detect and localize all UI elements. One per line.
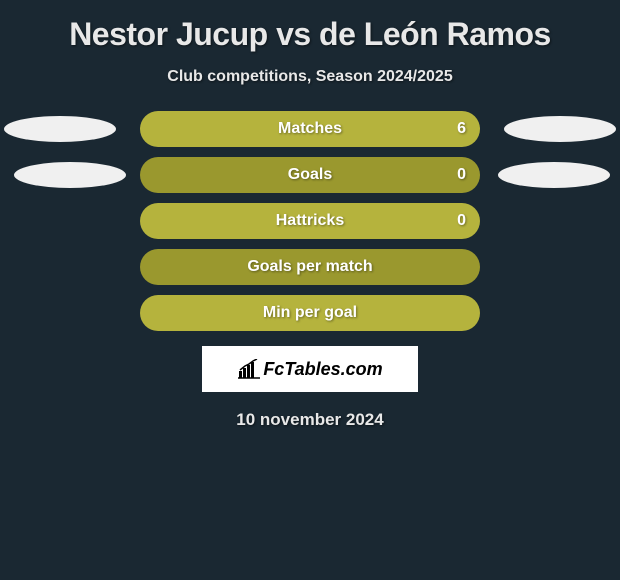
logo-box: FcTables.com bbox=[202, 346, 418, 392]
player-ellipse-right bbox=[504, 116, 616, 142]
stat-row: Goals per match bbox=[0, 244, 620, 290]
stat-label: Matches bbox=[278, 120, 342, 138]
stat-row: Min per goal bbox=[0, 290, 620, 336]
stats-region: Matches 6 Goals 0 Hattricks 0 Goals per match M… bbox=[0, 106, 620, 336]
stat-row: Matches 6 bbox=[0, 106, 620, 152]
date-text: 10 november 2024 bbox=[236, 392, 383, 430]
stat-pill: Min per goal bbox=[140, 295, 480, 331]
stat-value: 0 bbox=[457, 212, 466, 230]
page-title: Nestor Jucup vs de León Ramos bbox=[59, 10, 561, 58]
player-ellipse-left bbox=[14, 162, 126, 188]
logo-text: FcTables.com bbox=[263, 359, 382, 380]
chart-bars-icon bbox=[237, 359, 261, 379]
stat-pill: Hattricks 0 bbox=[140, 203, 480, 239]
stat-pill: Matches 6 bbox=[140, 111, 480, 147]
stat-value: 0 bbox=[457, 166, 466, 184]
stat-label: Hattricks bbox=[276, 212, 344, 230]
subtitle: Club competitions, Season 2024/2025 bbox=[167, 58, 452, 106]
stat-label: Goals per match bbox=[247, 258, 372, 276]
stat-label: Min per goal bbox=[263, 304, 357, 322]
stat-row: Hattricks 0 bbox=[0, 198, 620, 244]
comparison-container: Nestor Jucup vs de León Ramos Club compe… bbox=[0, 0, 620, 440]
stat-value: 6 bbox=[457, 120, 466, 138]
player-ellipse-left bbox=[4, 116, 116, 142]
stat-pill: Goals per match bbox=[140, 249, 480, 285]
stat-row: Goals 0 bbox=[0, 152, 620, 198]
stat-label: Goals bbox=[288, 166, 332, 184]
player-ellipse-right bbox=[498, 162, 610, 188]
stat-pill: Goals 0 bbox=[140, 157, 480, 193]
